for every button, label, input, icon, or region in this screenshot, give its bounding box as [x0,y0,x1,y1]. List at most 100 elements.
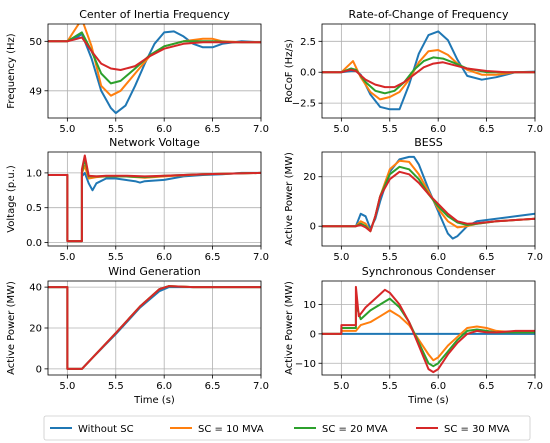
x-tick-label: 7.0 [253,381,269,392]
plot-frame [47,151,262,247]
plot-frame [321,151,536,247]
series-line [48,158,261,243]
subplot-title: Network Voltage [109,136,200,149]
y-axis-label: Voltage (p.u.) [6,165,17,233]
y-tick-label: 0 [310,329,316,340]
legend-label: SC = 10 MVA [198,424,264,435]
y-tick-label: 1.0 [26,168,42,179]
y-tick-label: 10 [303,300,316,311]
x-tick-label: 5.0 [59,124,75,135]
series-line [48,30,261,115]
x-tick-label: 6.5 [479,124,495,135]
plot-frame [47,23,262,119]
series-group [48,154,261,243]
y-tick-label: 20 [303,172,316,183]
subplot-title: Synchronous Condenser [362,265,496,278]
x-tick-label: 6.5 [205,252,221,263]
series-line [48,24,261,97]
y-tick-label: −10 [295,359,316,370]
series-line [48,285,261,370]
x-tick-label: 5.5 [382,381,398,392]
plot-frame [321,280,536,376]
x-tick-label: 5.5 [108,124,124,135]
x-tick-label: 5.0 [333,252,349,263]
y-tick-label: 0 [310,222,316,233]
subplot-title: Rate-of-Change of Frequency [349,8,509,21]
series-group [322,155,535,240]
x-tick-label: 6.0 [430,381,446,392]
y-tick-label: 0.5 [26,203,42,214]
series-line [322,309,535,362]
x-axis-label: Time (s) [133,395,175,406]
x-tick-label: 7.0 [527,124,543,135]
x-tick-label: 6.0 [430,252,446,263]
x-tick-label: 5.0 [333,124,349,135]
subplot-title: Wind Generation [108,265,201,278]
plot-frame [321,23,536,119]
x-tick-label: 7.0 [527,252,543,263]
y-axis-label: RoCoF (Hz/s) [284,39,295,103]
x-tick-label: 5.5 [108,252,124,263]
x-axis-label: Time (s) [407,395,449,406]
subplot: 5.0 5.5 6.0 6.5 7.0 2.5 0.0 −2.5 Rate-of-Change … [284,8,543,135]
y-axis-label: Active Power (MW) [284,281,295,375]
y-tick-label: 0.0 [26,238,42,249]
series-line [48,36,261,71]
x-tick-label: 5.0 [333,381,349,392]
y-axis-label: Frequency (Hz) [6,33,17,109]
x-tick-label: 6.5 [479,252,495,263]
x-tick-label: 6.0 [156,124,172,135]
x-tick-label: 5.5 [108,381,124,392]
subplot: 5.0 5.5 6.0 6.5 7.0 49 50 Center of Inertia Fre… [6,8,269,135]
x-tick-label: 6.0 [430,124,446,135]
y-tick-label: 0.0 [300,68,316,79]
legend-label: SC = 30 MVA [444,424,510,435]
x-tick-label: 7.0 [527,381,543,392]
x-tick-label: 7.0 [253,124,269,135]
series-line [322,61,535,89]
series-group [322,30,535,111]
x-tick-label: 6.5 [479,381,495,392]
series-line [48,285,261,370]
y-axis-label: Active Power (MW) [284,152,295,246]
subplot: 5.0 5.5 6.0 6.5 7.0 1.0 0.5 0.0 Network Voltage V… [6,136,269,263]
series-line [48,154,261,243]
legend-frame [43,415,531,441]
series-group [322,285,535,374]
x-tick-label: 5.5 [382,124,398,135]
subplot: 5.0 5.5 6.0 6.5 7.0 20 0 BESS Active Power (MW) [284,136,543,263]
y-axis-label: Active Power (MW) [6,281,17,375]
x-tick-label: 5.0 [59,252,75,263]
series-group [48,24,261,115]
subplot-grid: 5.0 5.5 6.0 6.5 7.0 49 50 Center of Inertia Fre… [6,8,543,406]
series-line [48,31,261,85]
x-tick-label: 5.5 [382,252,398,263]
x-tick-label: 7.0 [253,252,269,263]
subplot: 5.0 5.5 6.0 6.5 7.0 40 20 0 Wind Generation Activ… [6,265,269,392]
subplot-title: BESS [414,136,442,149]
subplot-title: Center of Inertia Frequency [79,8,230,21]
series-group [48,285,261,370]
legend-label: SC = 20 MVA [322,424,388,435]
x-tick-label: 6.0 [156,252,172,263]
series-line [322,49,535,101]
x-tick-label: 5.0 [59,381,75,392]
series-line [322,285,535,374]
legend-label: Without SC [78,424,134,435]
x-tick-label: 6.5 [205,381,221,392]
x-tick-label: 6.0 [156,381,172,392]
subplot: 5.0 5.5 6.0 6.5 7.0 10 0 −10 Synchronous Condens… [284,265,543,406]
y-tick-label: −2.5 [292,99,316,110]
x-tick-label: 6.5 [205,124,221,135]
y-tick-label: 0 [36,364,42,375]
y-tick-label: 50 [29,37,42,48]
series-line [48,171,261,243]
y-tick-label: 2.5 [300,37,316,48]
series-line [322,170,535,233]
y-tick-label: 20 [29,324,42,335]
plot-frame [47,280,262,376]
series-line [48,285,261,370]
y-tick-label: 40 [29,283,42,294]
y-tick-label: 49 [29,86,42,97]
